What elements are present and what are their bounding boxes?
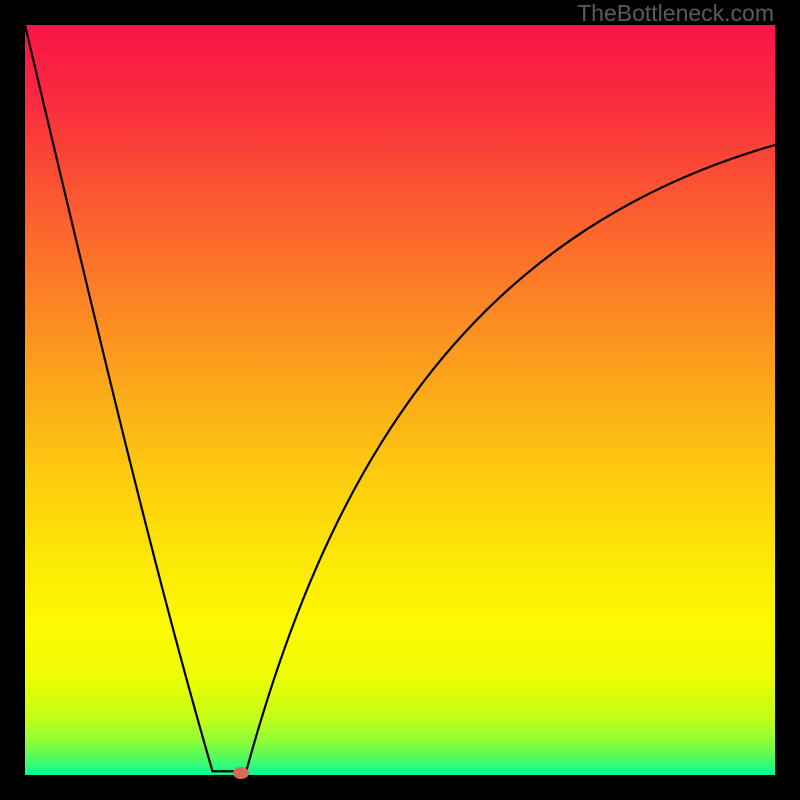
bottleneck-curve	[25, 25, 775, 775]
plot-area	[25, 25, 775, 775]
optimal-point-marker	[233, 767, 249, 779]
bottleneck-curve-path	[25, 25, 775, 771]
watermark-text: TheBottleneck.com	[577, 0, 774, 27]
chart-container: TheBottleneck.com	[0, 0, 800, 800]
